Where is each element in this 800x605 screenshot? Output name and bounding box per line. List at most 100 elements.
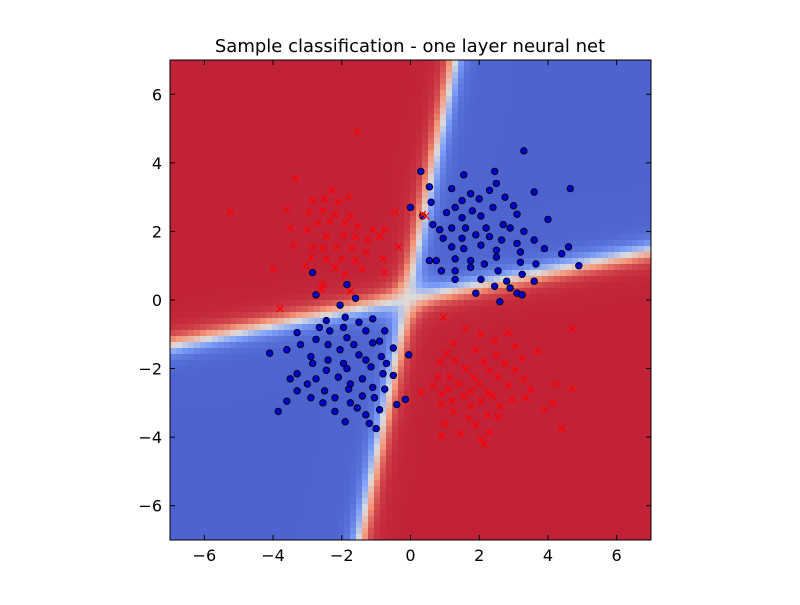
- data-point-circle: [430, 221, 437, 228]
- data-point-circle: [481, 261, 488, 268]
- data-point-circle: [436, 226, 443, 233]
- data-point-circle: [332, 408, 339, 415]
- data-point-circle: [478, 213, 485, 220]
- data-point-circle: [381, 328, 388, 335]
- data-point-circle: [356, 319, 363, 326]
- data-point-circle: [369, 384, 376, 391]
- data-point-circle: [376, 406, 383, 413]
- data-point-circle: [448, 244, 455, 251]
- data-point-circle: [337, 302, 344, 309]
- y-tick-label: −2: [138, 360, 162, 379]
- data-point-circle: [472, 232, 479, 239]
- data-point-circle: [275, 408, 282, 415]
- data-point-circle: [308, 353, 315, 360]
- data-point-circle: [381, 386, 388, 393]
- x-tick-label: −2: [330, 546, 354, 565]
- data-point-circle: [284, 346, 291, 353]
- data-point-circle: [354, 405, 361, 412]
- data-point-circle: [320, 400, 327, 407]
- data-point-circle: [342, 314, 349, 321]
- data-point-circle: [462, 225, 469, 232]
- data-point-circle: [380, 370, 387, 377]
- data-point-circle: [440, 235, 447, 242]
- data-point-circle: [452, 276, 459, 283]
- data-point-circle: [363, 412, 370, 419]
- data-point-circle: [495, 268, 502, 275]
- x-tick-label: 0: [405, 546, 415, 565]
- data-point-circle: [359, 393, 366, 400]
- data-point-circle: [519, 292, 526, 299]
- data-point-circle: [297, 341, 304, 348]
- data-point-circle: [309, 269, 316, 276]
- data-point-circle: [325, 341, 332, 348]
- data-point-circle: [383, 360, 390, 367]
- data-point-circle: [502, 194, 509, 201]
- x-tick-label: 4: [543, 546, 553, 565]
- data-point-circle: [460, 245, 467, 252]
- data-point-circle: [448, 225, 455, 232]
- data-point-circle: [467, 264, 474, 271]
- data-point-circle: [352, 295, 359, 302]
- y-tick-label: 0: [152, 291, 162, 310]
- data-point-circle: [369, 316, 376, 323]
- data-point-circle: [467, 257, 474, 264]
- data-point-circle: [476, 196, 483, 203]
- data-point-circle: [493, 254, 500, 261]
- data-point-circle: [390, 345, 397, 352]
- data-point-circle: [459, 235, 466, 242]
- data-point-circle: [344, 334, 351, 341]
- data-point-circle: [533, 261, 540, 268]
- data-point-circle: [452, 268, 459, 275]
- data-point-circle: [503, 278, 510, 285]
- data-point-circle: [443, 209, 450, 216]
- data-point-circle: [326, 328, 333, 335]
- data-point-circle: [507, 285, 514, 292]
- x-tick-label: 6: [612, 546, 622, 565]
- data-point-circle: [452, 204, 459, 211]
- data-point-circle: [497, 298, 504, 305]
- data-point-circle: [418, 168, 425, 175]
- x-tick-label: 2: [474, 546, 484, 565]
- data-point-circle: [519, 271, 526, 278]
- data-point-circle: [517, 249, 524, 256]
- data-point-circle: [340, 324, 347, 331]
- data-point-circle: [309, 360, 316, 367]
- data-point-circle: [344, 281, 351, 288]
- data-point-circle: [514, 240, 521, 247]
- data-point-circle: [460, 172, 467, 179]
- data-point-circle: [351, 341, 358, 348]
- data-point-circle: [284, 398, 291, 405]
- data-point-circle: [323, 317, 330, 324]
- data-point-circle: [531, 189, 538, 196]
- data-point-circle: [316, 324, 323, 331]
- data-point-circle: [294, 388, 301, 395]
- data-point-circle: [510, 202, 517, 209]
- data-point-circle: [337, 346, 344, 353]
- data-point-circle: [356, 352, 363, 359]
- data-point-circle: [486, 233, 493, 240]
- data-point-circle: [438, 268, 445, 275]
- data-point-circle: [459, 197, 466, 204]
- data-point-circle: [426, 257, 433, 264]
- data-point-circle: [567, 185, 574, 192]
- data-point-circle: [371, 394, 378, 401]
- data-point-circle: [294, 329, 301, 336]
- data-point-circle: [514, 211, 521, 218]
- data-point-circle: [491, 283, 498, 290]
- data-point-circle: [347, 400, 354, 407]
- data-point-circle: [405, 352, 412, 359]
- chart-title: Sample classification - one layer neural…: [215, 36, 605, 57]
- data-point-circle: [452, 256, 459, 263]
- data-point-circle: [459, 214, 466, 221]
- data-point-circle: [390, 372, 397, 379]
- data-point-circle: [393, 401, 400, 408]
- data-point-circle: [378, 353, 385, 360]
- data-point-circle: [266, 350, 273, 357]
- y-tick-label: −6: [138, 497, 162, 516]
- data-point-circle: [366, 420, 373, 427]
- data-point-circle: [500, 221, 507, 228]
- data-point-circle: [342, 418, 349, 425]
- data-point-circle: [521, 148, 528, 155]
